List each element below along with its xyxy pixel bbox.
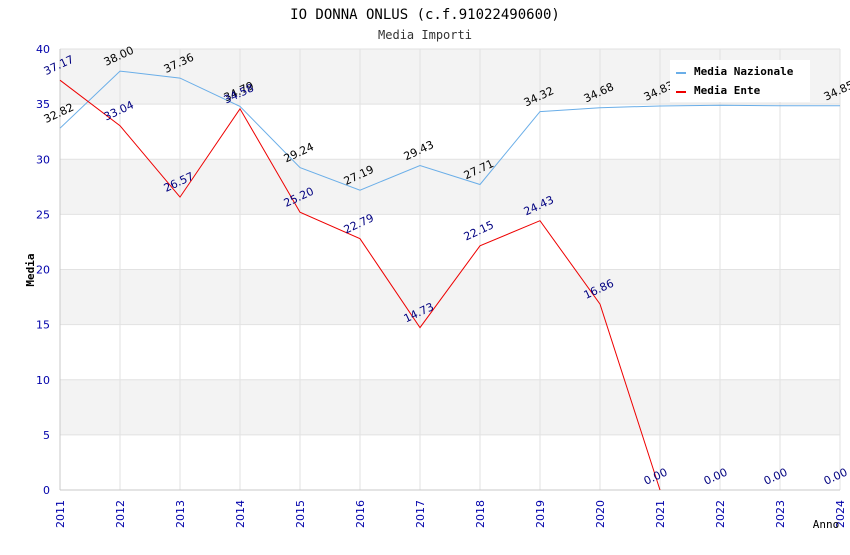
x-tick-label: 2024 bbox=[834, 500, 847, 528]
y-tick-label: 35 bbox=[36, 98, 50, 111]
grid-band bbox=[60, 269, 840, 325]
series-lines bbox=[59, 70, 840, 491]
legend: Media Nazionale Media Ente bbox=[670, 60, 810, 102]
chart-subtitle: Media Importi bbox=[378, 28, 472, 42]
x-tick-label: 2013 bbox=[174, 500, 187, 528]
x-axis-label: Anno bbox=[813, 518, 840, 531]
x-tick-label: 2021 bbox=[654, 500, 667, 528]
x-tick-label: 2011 bbox=[54, 500, 67, 528]
x-tick-label: 2020 bbox=[594, 500, 607, 528]
y-tick-label: 10 bbox=[36, 374, 50, 387]
y-tick-label: 40 bbox=[36, 43, 50, 56]
x-tick-labels: 2011 2012 2013 2014 2015 2016 2017 2018 2019 2020… bbox=[54, 500, 847, 528]
grid-band bbox=[60, 214, 840, 270]
x-tick-label: 2019 bbox=[534, 500, 547, 528]
x-tick-label: 2016 bbox=[354, 500, 367, 528]
x-tick-label: 2012 bbox=[114, 500, 127, 528]
legend-box bbox=[670, 60, 810, 102]
legend-label-media-ente: Media Ente bbox=[694, 84, 761, 97]
x-tick-label: 2023 bbox=[774, 500, 787, 528]
grid-band bbox=[60, 324, 840, 380]
grid-bands bbox=[60, 49, 840, 490]
x-tick-label: 2017 bbox=[414, 500, 427, 528]
x-tick-label: 2022 bbox=[714, 500, 727, 528]
x-tick-label: 2014 bbox=[234, 500, 247, 528]
y-tick-label: 30 bbox=[36, 153, 50, 166]
y-tick-label: 20 bbox=[36, 264, 50, 277]
series-line-media-nazionale bbox=[59, 70, 840, 191]
y-axis-label: Media bbox=[24, 253, 37, 286]
chart-title: IO DONNA ONLUS (c.f.91022490600) bbox=[290, 7, 560, 23]
y-tick-label: 0 bbox=[43, 484, 50, 497]
y-tick-label: 25 bbox=[36, 208, 50, 221]
series-line-media-ente bbox=[59, 79, 661, 491]
grid-band bbox=[60, 104, 840, 160]
legend-label-media-nazionale: Media Nazionale bbox=[694, 65, 794, 78]
grid-band bbox=[60, 434, 840, 490]
x-tick-label: 2018 bbox=[474, 500, 487, 528]
grid-band bbox=[60, 159, 840, 215]
grid-band bbox=[60, 379, 840, 435]
y-tick-label: 15 bbox=[36, 319, 50, 332]
y-tick-labels: 0 5 10 15 20 25 30 35 40 bbox=[36, 43, 50, 497]
y-tick-label: 5 bbox=[43, 429, 50, 442]
x-tick-label: 2015 bbox=[294, 500, 307, 528]
